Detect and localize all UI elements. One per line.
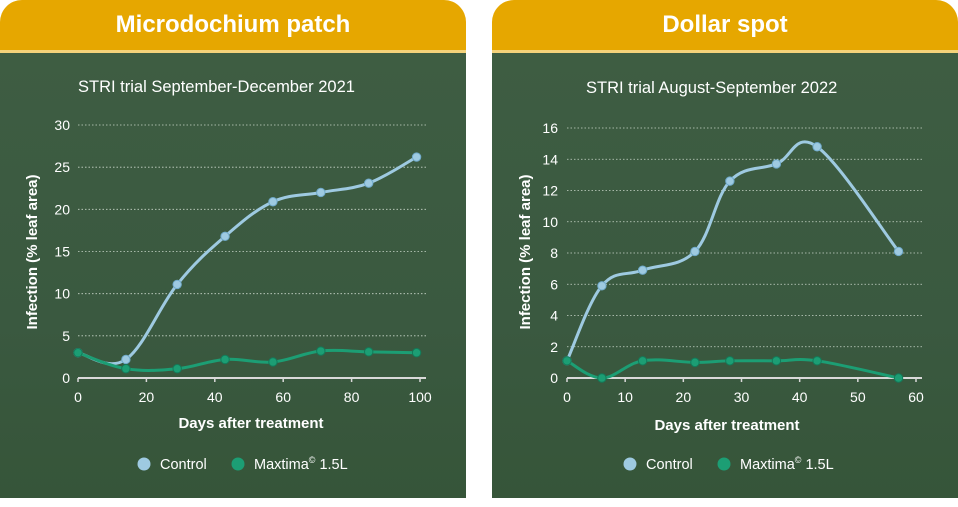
y-tick-label: 0 (550, 370, 558, 386)
x-tick-label: 80 (344, 389, 360, 405)
data-point (220, 231, 230, 242)
y-tick-label: 20 (54, 201, 70, 217)
legend-marker-control (623, 457, 637, 471)
x-tick-label: 10 (617, 389, 633, 405)
data-point (597, 373, 607, 383)
x-tick-label: 20 (139, 389, 155, 405)
y-tick-label: 14 (542, 151, 558, 167)
y-tick-label: 4 (550, 308, 558, 324)
data-point (725, 356, 735, 366)
data-point (172, 279, 182, 290)
chart-subtitle: STRI trial September-December 2021 (78, 78, 355, 96)
data-point (562, 356, 572, 366)
data-point (316, 346, 326, 356)
x-tick-label: 50 (850, 389, 866, 405)
banner-divider (0, 50, 466, 53)
y-tick-label: 0 (62, 370, 70, 386)
x-tick-label: 30 (734, 389, 750, 405)
legend-maxtima-suffix: 1.5L (801, 457, 833, 473)
legend-maxtima-name: Maxtima (740, 457, 796, 473)
data-point (172, 364, 182, 374)
y-tick-label: 15 (54, 244, 70, 260)
chart-panel-dollar-spot: Dollar spot STRI trial August-September … (492, 0, 958, 507)
y-tick-label: 16 (542, 120, 558, 136)
data-point (121, 364, 131, 374)
x-tick-label: 0 (74, 389, 82, 405)
data-point (812, 142, 822, 152)
data-point (637, 265, 648, 275)
data-point (893, 373, 904, 383)
y-tick-label: 8 (550, 245, 558, 261)
chart-body (0, 53, 466, 498)
banner-divider (492, 50, 958, 53)
y-tick-label: 2 (550, 339, 558, 355)
chart-body (492, 53, 958, 498)
data-point (597, 281, 607, 291)
data-point (220, 354, 230, 365)
y-tick-label: 10 (54, 286, 70, 302)
chart-title: Microdochium patch (0, 0, 466, 50)
y-axis-label: Infection (% leaf area) (24, 174, 41, 329)
y-tick-label: 5 (62, 328, 70, 344)
series-line-control (76, 155, 419, 366)
legend-marker-control (137, 457, 151, 471)
legend: Control Maxtima© 1.5L (623, 455, 834, 473)
legend-maxtima-name: Maxtima (254, 457, 310, 473)
x-tick-label: 60 (908, 389, 924, 405)
x-axis-label: Days after treatment (178, 415, 323, 432)
y-tick-label: 25 (54, 159, 70, 175)
data-point (316, 187, 326, 198)
y-tick-label: 30 (54, 117, 70, 133)
data-point (73, 348, 83, 358)
x-tick-label: 40 (792, 389, 808, 405)
data-point (812, 356, 822, 366)
series-line-control (565, 140, 901, 363)
legend-label-control: Control (160, 457, 207, 473)
legend-label-maxtima: Maxtima© 1.5L (740, 455, 834, 473)
y-tick-label: 12 (542, 183, 558, 199)
data-point (893, 246, 904, 257)
data-point (364, 347, 374, 357)
chart-panel-microdochium: Microdochium patch STRI trial September-… (0, 0, 466, 507)
x-axis-label: Days after treatment (654, 417, 799, 434)
data-point (690, 357, 700, 368)
chart-svg: STRI trial September-December 2021 0 5 10 1… (24, 78, 432, 473)
x-tick-label: 0 (563, 389, 571, 405)
data-point (690, 246, 700, 257)
legend-maxtima-sup: © (795, 455, 802, 465)
legend: Control Maxtima© 1.5L (137, 455, 348, 473)
chart-svg: STRI trial August-September 2022 0 2 4 6 8 10… (517, 79, 924, 473)
data-point (121, 354, 131, 365)
data-point (771, 356, 782, 366)
chart-title: Dollar spot (492, 0, 958, 50)
data-point (637, 356, 648, 366)
x-tick-label: 40 (207, 389, 223, 405)
data-point (268, 197, 278, 207)
data-point (268, 357, 278, 367)
x-tick-label: 60 (275, 389, 291, 405)
legend-maxtima-sup: © (309, 455, 316, 465)
data-point (411, 348, 422, 358)
legend-marker-maxtima (717, 457, 731, 471)
legend-maxtima-suffix: 1.5L (315, 457, 347, 473)
data-point (364, 178, 374, 188)
chart-subtitle: STRI trial August-September 2022 (586, 79, 837, 97)
legend-label-maxtima: Maxtima© 1.5L (254, 455, 348, 473)
x-tick-label: 100 (408, 389, 432, 405)
legend-marker-maxtima (231, 457, 245, 471)
data-point (725, 176, 735, 186)
x-tick-label: 20 (676, 389, 692, 405)
y-tick-label: 6 (550, 276, 558, 292)
y-axis-label: Infection (% leaf area) (517, 174, 534, 329)
data-point (771, 159, 782, 169)
legend-label-control: Control (646, 457, 693, 473)
data-point (411, 152, 422, 162)
y-tick-label: 10 (542, 214, 558, 230)
